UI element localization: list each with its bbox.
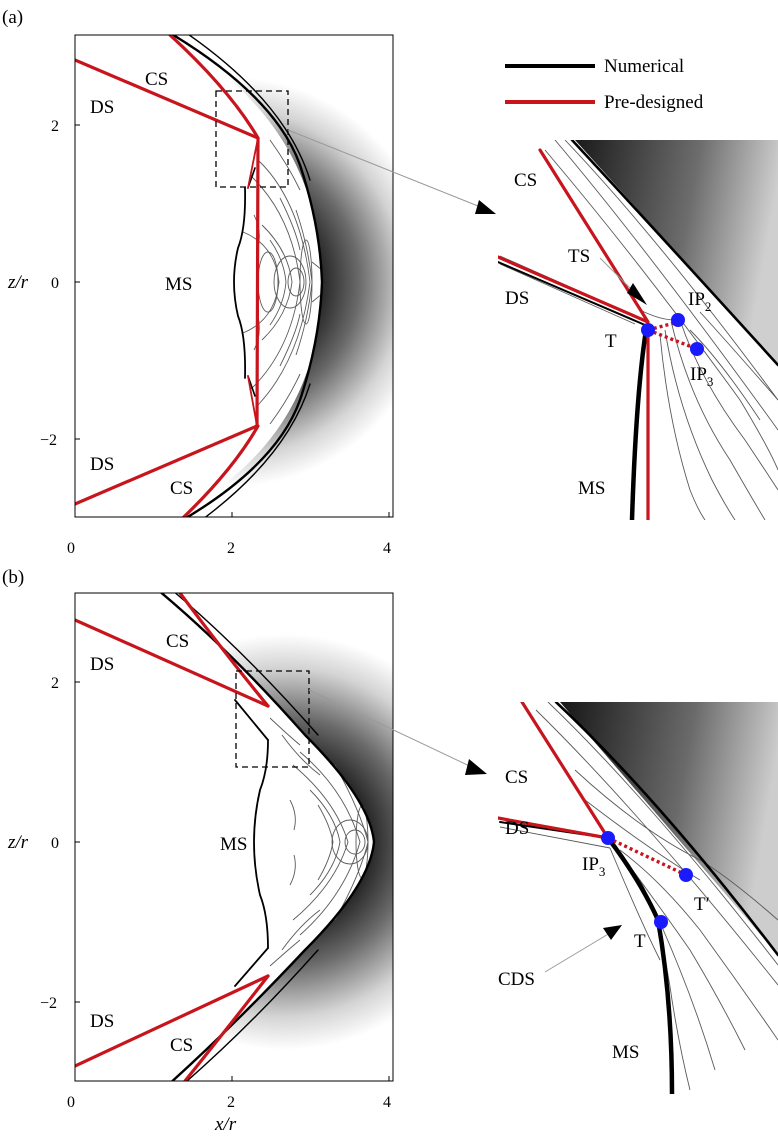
panel-a-label-cs-top: CS <box>145 69 168 90</box>
panel-a-frame <box>74 34 394 518</box>
panel-b-field <box>75 593 393 1081</box>
panel-a-tag: (a) <box>2 7 23 28</box>
legend-label-numerical: Numerical <box>604 56 684 77</box>
panel-b-label-cs-bottom: CS <box>170 1035 193 1056</box>
panel-a-label-ms: MS <box>165 274 192 295</box>
panel-b-label-ms: MS <box>220 834 247 855</box>
panel-a-xtick-2: 2 <box>227 540 235 557</box>
inset-b-cds-arrowhead <box>603 925 622 940</box>
panel-a-label-ds-top: DS <box>90 97 114 118</box>
panel-b-ytick-m2: −2 <box>40 995 57 1012</box>
inset-b-label-ds: DS <box>505 818 529 839</box>
inset-a-ts-arrowhead <box>627 283 647 305</box>
panel-b-xtick-0: 0 <box>67 1094 75 1111</box>
inset-b-point-tprime <box>679 868 693 882</box>
inset-b-label-ip3: IP3 <box>582 854 605 879</box>
inset-a-label-cs: CS <box>514 170 537 191</box>
panel-a-zoom-leader <box>287 129 489 211</box>
inset-a-ts-leader <box>599 257 633 291</box>
inset-b-label-ms: MS <box>612 1042 639 1063</box>
inset-b-cds-leader <box>544 932 611 973</box>
inset-a-point-ip3 <box>690 342 704 356</box>
panel-b-ytick-2: 2 <box>51 675 59 692</box>
panel-b-frame <box>74 592 394 1082</box>
inset-a-label-ip2: IP2 <box>688 289 711 314</box>
panel-a-ytick-m2: −2 <box>40 432 57 449</box>
inset-a-point-ip2 <box>671 313 685 327</box>
panel-a-zoom-arrowhead <box>475 200 496 214</box>
inset-a-point-t <box>641 323 655 337</box>
panel-b-xlabel: x/r <box>214 1114 237 1135</box>
inset-a-label-ds: DS <box>505 288 529 309</box>
panel-a-predesigned-shocks <box>75 35 260 517</box>
inset-a-label-ts: TS <box>568 246 590 267</box>
legend: Numerical Pre-designed <box>505 56 704 113</box>
panel-b-zoom-arrowhead <box>465 759 487 775</box>
panel-b-contours <box>269 717 369 967</box>
inset-a-label-ip3: IP3 <box>690 364 713 389</box>
panel-a-ytick-2: 2 <box>51 118 59 135</box>
panel-a-ticks <box>74 124 390 517</box>
inset-b-label-cs: CS <box>505 767 528 788</box>
panel-a-label-cs-bottom: CS <box>170 478 193 499</box>
panel-b-inset: CS DS IP3 T′ CDS T MS <box>498 702 778 1094</box>
panel-b-predesigned-shocks <box>75 593 270 1081</box>
inset-b-point-t <box>654 915 668 929</box>
inset-b-point-ip3 <box>601 831 615 845</box>
panel-b-ylabel: z/r <box>7 832 29 853</box>
panel-b: (b) <box>2 567 778 1135</box>
panel-a-zoom-box <box>215 90 289 188</box>
inset-b-label-cds: CDS <box>498 969 535 990</box>
inset-b-label-tprime: T′ <box>694 894 710 915</box>
panel-b-label-cs-top: CS <box>166 631 189 652</box>
panel-a-ytick-0: 0 <box>51 275 59 292</box>
panel-b-xtick-4: 4 <box>383 1094 391 1111</box>
panel-b-ticks <box>74 681 390 1081</box>
panel-b-label-ds-bottom: DS <box>90 1011 114 1032</box>
panel-b-zoom-box <box>235 670 310 768</box>
panel-b-xtick-2: 2 <box>227 1094 235 1111</box>
panel-a-ylabel: z/r <box>7 272 29 293</box>
inset-b-label-t: T <box>634 931 646 952</box>
panel-a-label-ds-bottom: DS <box>90 454 114 475</box>
legend-label-predesigned: Pre-designed <box>604 92 704 113</box>
panel-a-inset: CS TS DS IP2 T IP3 MS <box>498 140 778 520</box>
panel-a-field <box>75 35 393 517</box>
panel-b-zoom-leader <box>308 689 479 771</box>
panel-a-xtick-4: 4 <box>383 540 391 557</box>
inset-a-label-ms: MS <box>578 478 605 499</box>
inset-a-label-t: T <box>605 331 617 352</box>
panel-b-ytick-0: 0 <box>51 835 59 852</box>
panel-a-xtick-0: 0 <box>67 540 75 557</box>
panel-a: (a) <box>2 7 778 557</box>
panel-b-label-ds-top: DS <box>90 654 114 675</box>
panel-b-tag: (b) <box>2 567 24 588</box>
